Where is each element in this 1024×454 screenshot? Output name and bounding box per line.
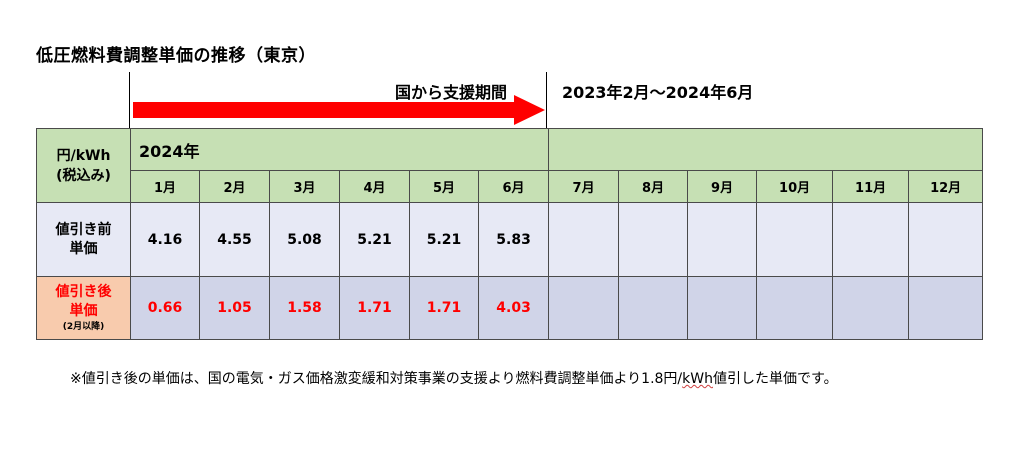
before-value: 4.16 (130, 202, 200, 277)
before-value (908, 202, 984, 277)
period-start-line (129, 72, 130, 128)
after-value (548, 276, 620, 340)
after-value: 1.71 (339, 276, 410, 340)
before-value: 5.08 (269, 202, 340, 277)
period-end-line (546, 72, 547, 128)
month-header: 11月 (832, 170, 910, 203)
year-header-blank (548, 128, 984, 171)
after-discount-row: 値引き後 単価 (2月以降) 0.66 1.05 1.58 1.71 1.71 … (36, 276, 984, 340)
after-value (756, 276, 834, 340)
month-header-row: 1月 2月 3月 4月 5月 6月 7月 8月 9月 10月 11月 12月 (37, 170, 984, 203)
before-discount-label: 値引き前 単価 (36, 202, 131, 277)
fuel-cost-table: 円/kWh (税込み) 2024年 1月 2月 3月 4月 5月 6月 7月 8… (36, 128, 984, 340)
spellcheck-word: kWh (682, 371, 713, 387)
month-header: 6月 (477, 170, 550, 203)
after-value: 1.58 (269, 276, 340, 340)
support-period-arrow (133, 102, 515, 118)
before-value (756, 202, 834, 277)
month-header: 12月 (908, 170, 984, 203)
month-header: 8月 (618, 170, 689, 203)
month-header: 2月 (199, 170, 270, 203)
month-header: 5月 (409, 170, 479, 203)
before-value (548, 202, 620, 277)
page-title: 低圧燃料費調整単価の推移（東京） (36, 46, 316, 66)
after-value: 1.05 (199, 276, 270, 340)
month-header: 1月 (130, 170, 200, 203)
after-value: 0.66 (130, 276, 200, 340)
before-value (832, 202, 910, 277)
month-header: 7月 (548, 170, 620, 203)
after-discount-label: 値引き後 単価 (2月以降) (36, 276, 131, 340)
footnote: ※値引き後の単価は、国の電気・ガス価格激変緩和対策事業の支援より燃料費調整単価よ… (70, 371, 838, 387)
after-value (618, 276, 689, 340)
after-discount-note: (2月以降) (62, 321, 105, 332)
before-discount-row: 値引き前 単価 4.16 4.55 5.08 5.21 5.21 5.83 (36, 202, 984, 277)
tax-label: (税込み) (56, 167, 111, 184)
after-value (687, 276, 758, 340)
month-header: 4月 (339, 170, 410, 203)
after-value (832, 276, 910, 340)
before-value: 4.55 (199, 202, 270, 277)
year-header: 2024年 (129, 128, 550, 171)
before-value (687, 202, 758, 277)
unit-label: 円/kWh (56, 147, 111, 164)
month-header: 3月 (269, 170, 340, 203)
unit-header-cell: 円/kWh (税込み) (36, 128, 131, 203)
before-value: 5.21 (339, 202, 410, 277)
before-value: 5.83 (477, 202, 550, 277)
arrow-head-icon (514, 95, 545, 125)
after-value (908, 276, 984, 340)
before-value (618, 202, 689, 277)
month-header: 9月 (687, 170, 758, 203)
month-header: 10月 (756, 170, 834, 203)
support-period-range: 2023年2月～2024年6月 (562, 83, 754, 102)
before-value: 5.21 (409, 202, 479, 277)
support-period-label: 国から支援期間 (395, 83, 508, 102)
after-value: 1.71 (409, 276, 479, 340)
after-value: 4.03 (477, 276, 550, 340)
